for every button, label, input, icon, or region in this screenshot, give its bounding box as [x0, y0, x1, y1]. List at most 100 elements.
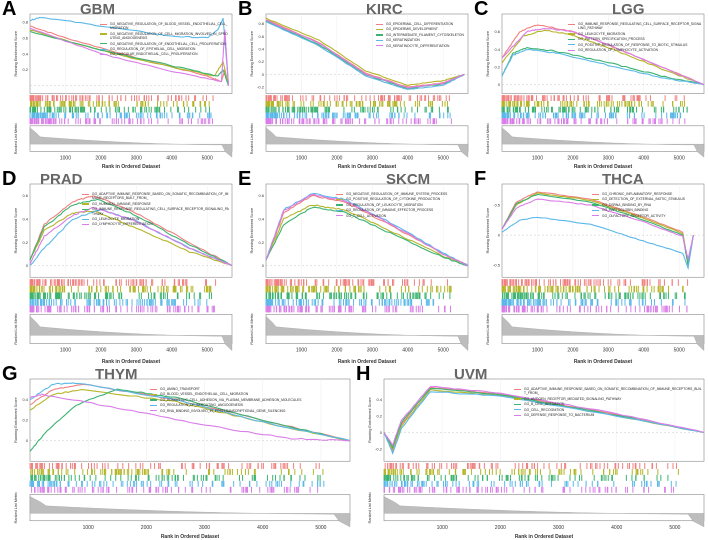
y-tick-label: 0.2: [258, 240, 264, 245]
y-axis-label-es: Running Enrichment Score: [14, 397, 18, 442]
legend-label: GO_OLFACTORY_RECEPTOR_ACTIVITY: [602, 213, 666, 218]
y-tick-label: 0: [380, 430, 383, 435]
x-tick-label: 4000: [166, 348, 177, 354]
legend-item: GO_INTERMEDIATE_FILAMENT_CYTOSKELETON: [376, 33, 466, 37]
legend-item: GO_HAPTOGLOBIN_BINDING: [592, 208, 702, 212]
y-axis-label-metric: Ranked List Metric: [14, 492, 18, 524]
legend-item: GO_POSITIVE_REGULATION_OF_CYTOKINE_PRODU…: [336, 197, 466, 201]
es-curve-series-3: [29, 198, 233, 267]
chart-title: PRAD: [40, 171, 83, 188]
gsea-plot: 1000 2000 3000 4000 5000 0.8 0.6 0.4 0.2 Running …: [14, 13, 233, 170]
legend-swatch: [568, 44, 575, 46]
legend-swatch: [514, 403, 521, 405]
x-axis-label: Rank in Ordered Dataset: [574, 164, 633, 170]
legend-label: GO_EPIDERMAL_CELL_DIFFERENTIATION: [386, 22, 454, 26]
x-tick-label: 2000: [567, 348, 578, 354]
x-tick-label: 2000: [495, 525, 506, 531]
y-tick-label: 0: [498, 82, 501, 87]
es-curve-series-4: [265, 21, 465, 90]
panel-letter: D: [2, 168, 17, 190]
legend-swatch: [376, 45, 383, 47]
chart-title: LGG: [612, 1, 645, 18]
legend-swatch: [82, 193, 89, 195]
x-tick-label: 5000: [669, 525, 680, 531]
x-tick-label: 5000: [438, 155, 449, 161]
legend-item: GO_IMMUNE_RESPONSE_REGULATING_CELL_SURFA…: [82, 207, 230, 216]
legend-item: GO_HUMORAL_IMMUNE_RESPONSE: [82, 202, 230, 206]
legend-swatch: [150, 404, 157, 406]
legend-item: GO_DEFENSE_RESPONSE_TO_BACTERIUM: [514, 413, 702, 417]
x-tick-label: 2000: [331, 348, 342, 354]
es-curve-series-5: [501, 28, 705, 86]
es-curve-series-4: [501, 48, 705, 86]
x-axis-label: Rank in Ordered Dataset: [338, 164, 397, 170]
y-tick-label: 0: [498, 233, 501, 238]
legend-item: GO_OLFACTORY_RECEPTOR_ACTIVITY: [592, 214, 702, 218]
es-frame: [29, 183, 233, 278]
legend: GO_NEGATIVE_REGULATION_OF_BLOOD_VESSEL_E…: [100, 22, 230, 58]
legend-swatch: [150, 394, 157, 396]
legend-swatch: [336, 199, 343, 201]
x-tick-label: 1000: [437, 525, 448, 531]
legend-label: GO_LYMPHOCYTE_DIFFERENTIATION: [92, 222, 153, 227]
chart-title: THCA: [602, 171, 644, 188]
legend-label: GO_REGULATION_OF_SPROUTING_ANGIOGENESIS: [160, 403, 244, 408]
ranked-metric-area: [383, 496, 705, 528]
legend-label: GO_REGULATION_OF_LYMPHOCYTE_ACTIVATION: [578, 48, 658, 53]
x-tick-label: 1000: [296, 348, 307, 354]
y-axis-label-metric: Ranked List Metric: [250, 313, 254, 345]
x-axis-label: Rank in Ordered Dataset: [102, 164, 161, 170]
legend-label: GO_ADAPTIVE_IMMUNE_RESPONSE_BASED_ON_SOM…: [524, 387, 702, 396]
legend: GO_ADAPTIVE_IMMUNE_RESPONSE_BASED_ON_SOM…: [82, 192, 230, 228]
x-tick-label: 3000: [131, 348, 142, 354]
y-axis-label-es: Running Enrichment Score: [486, 31, 490, 76]
es-curve-series-4: [501, 216, 694, 271]
x-tick-label: 3000: [367, 348, 378, 354]
legend: GO_IMMUNE_RESPONSE_REGULATING_CELL_SURFA…: [568, 22, 702, 53]
x-tick-label: 5000: [202, 348, 213, 354]
es-frame: [383, 378, 705, 462]
legend-label: GO_IMMUNE_RESPONSE_REGULATING_CELL_SURFA…: [92, 207, 229, 216]
legend-label: GO_RNA_BINDING_INVOLVED_IN_POSTTRANSCRIP…: [160, 408, 286, 413]
legend-label: GO_POSITIVE_REGULATION_OF_CYTOKINE_PRODU…: [346, 197, 441, 202]
y-tick-label: -0.2: [375, 446, 383, 451]
legend-item: GO_ANTIGEN_RECEPTOR_MEDIATED_SIGNALING_P…: [514, 397, 702, 401]
y-axis-label-es: Running Enrichment Score: [14, 31, 18, 76]
panel-letter: B: [238, 0, 253, 20]
x-axis-label: Rank in Ordered Dataset: [161, 534, 220, 540]
x-tick-label: 2000: [95, 155, 106, 161]
legend-item: GO_REGULATION_OF_LEUKOCYTE_MIGRATION: [336, 203, 466, 207]
x-tick-label: 3000: [553, 525, 564, 531]
gsea-plot: 1000 2000 3000 4000 5000 0.6 0.4 0.2 0 Running En…: [486, 13, 705, 170]
legend-swatch: [592, 215, 599, 217]
chart-title: UVM: [454, 366, 488, 383]
chart-title: SKCM: [386, 171, 431, 188]
legend-swatch: [514, 388, 521, 390]
legend: GO_NEGATIVE_REGULATION_OF_IMMUNE_SYSTEM_…: [336, 192, 466, 219]
x-tick-label: 5000: [674, 155, 685, 161]
y-tick-label: 0.4: [22, 397, 28, 402]
x-tick-label: 4000: [638, 348, 649, 354]
legend-swatch: [100, 33, 107, 35]
legend-swatch: [568, 23, 575, 25]
panel-skcm: 1000 2000 3000 4000 5000 0.6 0.4 0.2 0 Running En…: [236, 168, 472, 365]
legend-swatch: [150, 410, 157, 412]
legend-label: GO_DEFENSE_RESPONSE_TO_BACTERIUM: [524, 413, 595, 418]
legend-swatch: [568, 33, 575, 35]
x-tick-label: 5000: [438, 348, 449, 354]
legend-swatch: [592, 199, 599, 201]
es-curve-series-5: [265, 19, 465, 89]
es-curve-series-1: [29, 195, 233, 267]
legend-label: GO_BLOOD_VESSEL_ENDOTHELIAL_CELL_MIGRATI…: [160, 392, 249, 397]
y-axis-label-es: Running Enrichment Score: [368, 397, 372, 442]
y-axis-label-es: Running Enrichment Score: [486, 208, 490, 253]
legend-item: GO_LYMPHOCYTE_DIFFERENTIATION: [82, 222, 230, 226]
legend-item: GO_NEGATIVE_REGULATION_OF_CELL_MIGRATION…: [100, 32, 230, 41]
y-axis-label-es: Running Enrichment Score: [250, 208, 254, 253]
legend-swatch: [100, 54, 107, 56]
legend-label: GO_HOMOPHILIC_CELL_ADHESION_VIA_PLASMA_M…: [160, 397, 302, 402]
x-tick-label: 1000: [83, 525, 94, 531]
x-tick-label: 5000: [674, 348, 685, 354]
legend-swatch: [336, 193, 343, 195]
panel-gbm: 1000 2000 3000 4000 5000 0.8 0.6 0.4 0.2 Running …: [0, 0, 236, 170]
